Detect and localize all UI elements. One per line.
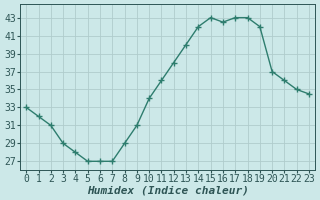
X-axis label: Humidex (Indice chaleur): Humidex (Indice chaleur)	[87, 186, 249, 196]
